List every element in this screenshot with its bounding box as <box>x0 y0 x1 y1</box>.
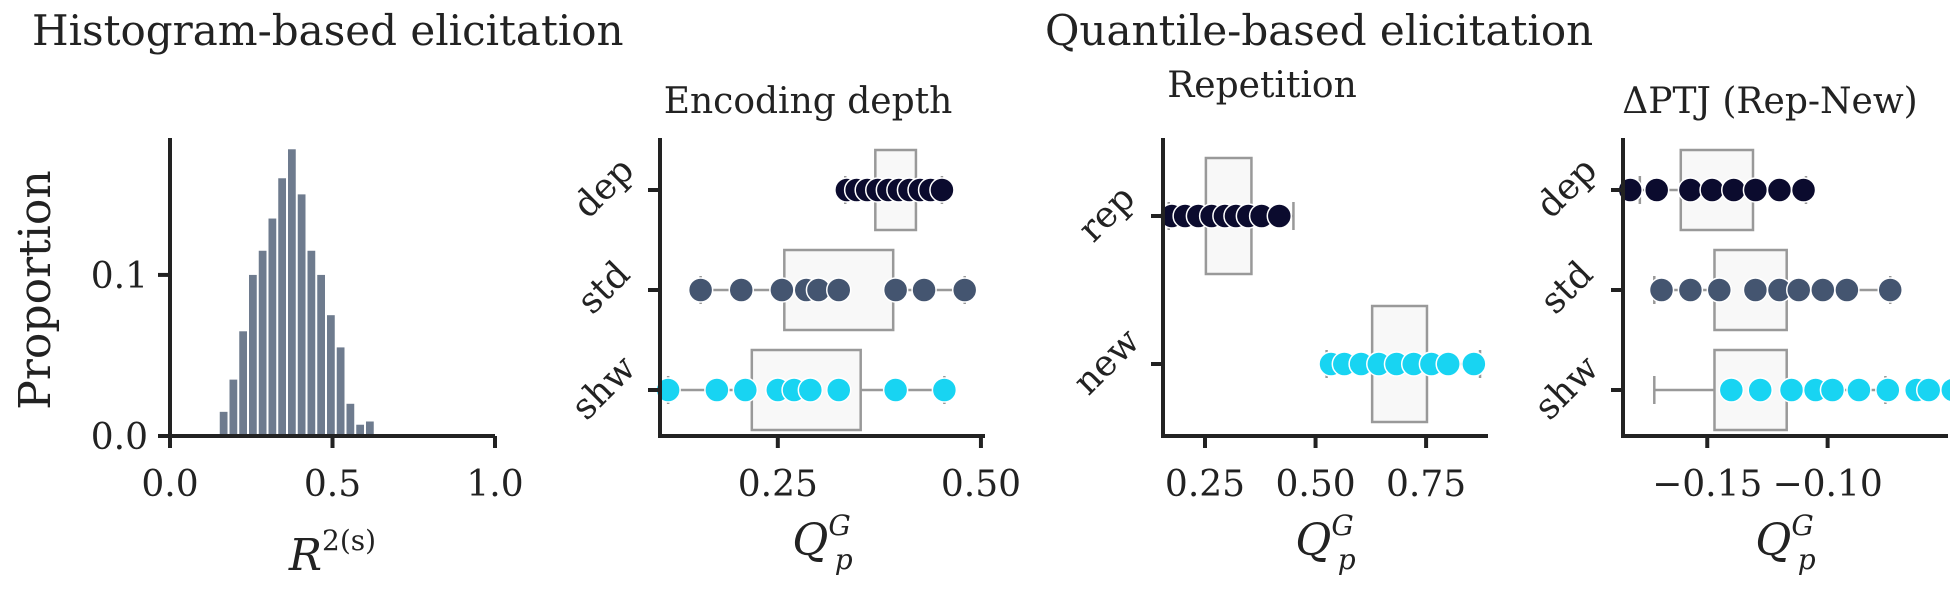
point-new <box>1461 351 1487 377</box>
histogram-bar <box>317 274 325 436</box>
point-shw <box>931 377 958 403</box>
histogram-bar <box>258 250 267 436</box>
histogram-bar <box>366 421 374 436</box>
panel-axes <box>1161 138 1488 438</box>
point-shw <box>1875 377 1901 403</box>
point-dep <box>1766 177 1793 203</box>
histogram-bar <box>229 379 238 436</box>
category-label: shw <box>564 348 644 428</box>
histogram-bar <box>268 218 277 436</box>
point-shw <box>1718 377 1745 403</box>
section-title-quantile: Quantile-based elicitation <box>1045 6 1593 55</box>
point-std <box>1677 277 1704 303</box>
histogram-bar <box>239 331 247 436</box>
panel-axes <box>658 138 985 438</box>
point-dep <box>929 177 955 203</box>
histogram-bar <box>278 178 286 436</box>
point-shw <box>704 377 730 403</box>
point-std <box>826 277 852 303</box>
point-shw <box>1778 377 1805 403</box>
point-std <box>1742 277 1769 303</box>
point-dep <box>1790 177 1817 203</box>
point-std <box>1810 277 1836 303</box>
panel-title: ΔPTJ (Rep-New) <box>1622 81 1917 122</box>
point-std <box>1834 277 1860 303</box>
histogram-bar <box>219 411 228 436</box>
x-tick-label: 1.0 <box>466 464 523 505</box>
histogram-bar <box>288 149 296 436</box>
x-tick-label: 0.5 <box>304 464 361 505</box>
point-std <box>1877 277 1903 303</box>
x-axis-label: QG p <box>1295 509 1355 576</box>
point-std <box>1706 277 1733 303</box>
point-dep <box>1742 177 1769 203</box>
histogram-bar <box>249 274 257 436</box>
point-dep <box>1643 177 1670 203</box>
y-tick-label: 0.1 <box>91 256 148 297</box>
x-tick-label: 0.75 <box>1386 464 1466 505</box>
histogram-bar <box>336 347 345 436</box>
point-std <box>769 277 795 303</box>
point-shw <box>1747 377 1773 403</box>
point-std <box>728 277 754 303</box>
point-shw <box>1846 377 1872 403</box>
panel-axes <box>1621 138 1948 438</box>
point-shw <box>882 377 909 403</box>
x-tick-label: −0.15 <box>1652 464 1762 505</box>
histogram-bar <box>327 315 335 436</box>
point-new <box>1435 351 1461 377</box>
point-dep <box>1699 177 1725 203</box>
histogram-bar <box>307 250 316 436</box>
point-shw <box>826 377 852 403</box>
y-tick-label: 0.0 <box>91 417 148 458</box>
point-std <box>1648 277 1675 303</box>
category-label: shw <box>1527 348 1607 428</box>
y-axis-label: Proportion <box>10 170 61 409</box>
point-std <box>687 277 714 303</box>
histogram-bar <box>356 424 364 436</box>
x-tick-label: −0.10 <box>1772 464 1882 505</box>
point-std <box>951 277 978 303</box>
point-shw <box>1915 377 1942 403</box>
point-rep <box>1266 203 1293 229</box>
x-tick-label: 0.50 <box>941 464 1021 505</box>
category-label: std <box>570 254 639 323</box>
x-axis-label: QG p <box>1755 509 1815 576</box>
section-title-histogram: Histogram-based elicitation <box>32 6 624 55</box>
category-label: new <box>1066 321 1148 403</box>
category-label: rep <box>1071 178 1144 251</box>
point-dep <box>1720 177 1747 203</box>
x-tick-label: 0.0 <box>141 464 198 505</box>
category-label: dep <box>1529 150 1606 227</box>
point-shw <box>1819 377 1846 403</box>
point-std <box>882 277 909 303</box>
histogram-bar <box>297 194 306 436</box>
histogram-bar <box>346 403 355 436</box>
point-dep <box>1677 177 1704 203</box>
category-label: dep <box>566 150 643 227</box>
point-shw <box>1940 377 1950 403</box>
panel-title: Repetition <box>1167 65 1357 106</box>
x-tick-label: 0.25 <box>738 464 818 505</box>
category-label: std <box>1533 254 1602 323</box>
point-shw <box>732 377 759 403</box>
point-std <box>1785 277 1812 303</box>
panel-title: Encoding depth <box>664 81 953 122</box>
x-axis-label: R2(s) <box>288 524 376 581</box>
x-tick-label: 0.25 <box>1165 464 1245 505</box>
point-std <box>911 277 937 303</box>
x-axis-label: QG p <box>792 509 852 576</box>
point-shw <box>797 377 824 403</box>
x-tick-label: 0.50 <box>1275 464 1355 505</box>
